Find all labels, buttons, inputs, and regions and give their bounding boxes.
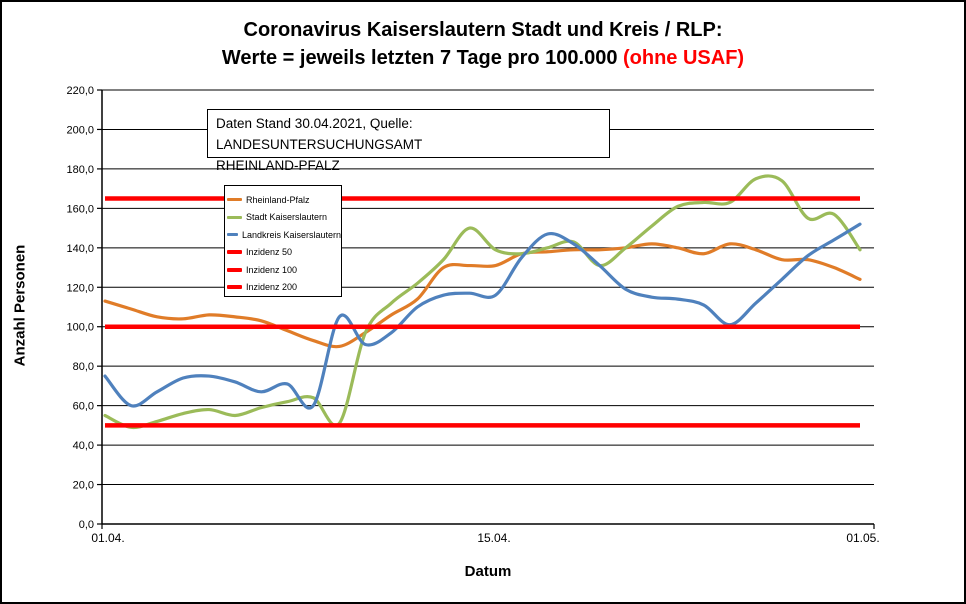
y-tick-label: 100,0	[66, 322, 94, 334]
y-tick-label: 120,0	[66, 282, 94, 294]
legend-swatch-landkreis-kaiserslautern	[227, 233, 238, 237]
y-tick-label: 200,0	[66, 124, 94, 136]
legend-label-landkreis-kaiserslautern: Landkreis Kaiserslautern	[241, 229, 341, 240]
chart-title-usaf-note: (ohne USAF)	[623, 47, 745, 69]
x-tick-label: 01.04.	[91, 531, 124, 545]
legend-swatch-rheinland-pfalz	[227, 198, 242, 202]
legend-swatch-inzidenz-200	[227, 285, 242, 290]
y-tick-label: 20,0	[73, 480, 94, 492]
y-tick-label: 0,0	[79, 519, 94, 531]
y-tick-label: 60,0	[73, 401, 94, 413]
y-tick-label: 220,0	[66, 85, 94, 97]
legend-box: Rheinland-Pfalz Stadt Kaiserslautern Landk…	[224, 185, 342, 297]
data-source-box: Daten Stand 30.04.2021, Quelle: LANDESUN…	[207, 109, 610, 173]
legend-label-inzidenz-200: Inzidenz 200	[246, 282, 298, 293]
series-line-rheinland-pfalz	[103, 242, 862, 349]
x-tick-label: 15.04.	[477, 531, 510, 545]
y-tick-label: 40,0	[73, 440, 94, 452]
legend-swatch-inzidenz-50	[227, 250, 242, 255]
legend-label-inzidenz-50: Inzidenz 50	[246, 247, 293, 258]
legend-swatch-stadt-kaiserslautern	[227, 215, 242, 219]
legend-swatch-inzidenz-100	[227, 267, 242, 272]
data-source-line1: Daten Stand 30.04.2021, Quelle: LANDESUN…	[216, 116, 423, 152]
y-tick-label: 160,0	[66, 203, 94, 215]
y-tick-label: 180,0	[66, 164, 94, 176]
y-tick-label: 140,0	[66, 243, 94, 255]
legend-item-inzidenz-50: Inzidenz 50	[225, 244, 341, 262]
legend-item-stadt-kaiserslautern: Stadt Kaiserslautern	[225, 209, 341, 227]
chart-title: Coronavirus Kaiserslautern Stadt und Kre…	[2, 16, 964, 72]
x-axis-title: Datum	[464, 563, 512, 580]
chart-title-line2-black: Werte = jeweils letzten 7 Tage pro 100.0…	[221, 47, 623, 69]
legend-item-inzidenz-100: Inzidenz 100	[225, 261, 341, 279]
legend-item-landkreis-kaiserslautern: Landkreis Kaiserslautern	[225, 226, 341, 244]
legend-label-stadt-kaiserslautern: Stadt Kaiserslautern	[246, 212, 328, 223]
chart-title-line2: Werte = jeweils letzten 7 Tage pro 100.0…	[2, 44, 964, 72]
y-tick-label: 80,0	[73, 361, 94, 373]
series-line-stadt-kaiserslautern	[103, 174, 862, 430]
legend-label-inzidenz-100: Inzidenz 100	[246, 264, 298, 275]
chart-title-line1: Coronavirus Kaiserslautern Stadt und Kre…	[243, 19, 723, 41]
data-source-line2: RHEINLAND-PFALZ	[216, 158, 340, 173]
legend-item-inzidenz-200: Inzidenz 200	[225, 279, 341, 297]
legend-label-rheinland-pfalz: Rheinland-Pfalz	[246, 194, 310, 205]
legend-item-rheinland-pfalz: Rheinland-Pfalz	[225, 191, 341, 209]
x-tick-label: 01.05.	[846, 531, 879, 545]
y-axis-title: Anzahl Personen	[11, 244, 29, 367]
